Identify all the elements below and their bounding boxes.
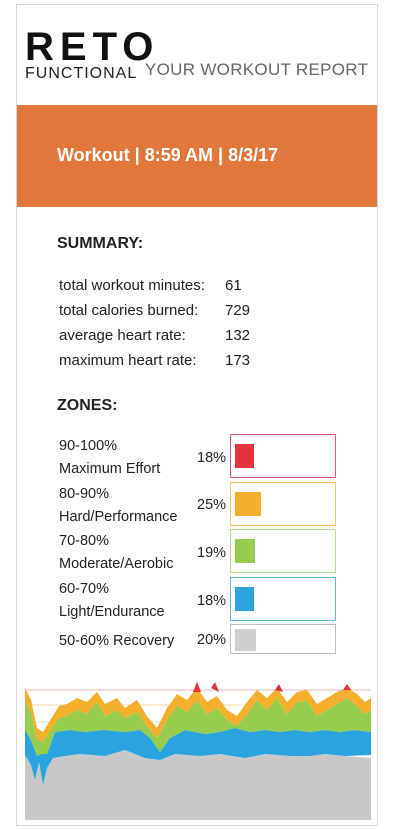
zone-bar-track — [230, 482, 336, 526]
stat-label: average heart rate: — [59, 327, 186, 344]
zone-name: Hard/Performance — [59, 509, 178, 525]
zone-range: 50-60% Recovery — [59, 633, 175, 649]
graph-layer-moderate — [25, 698, 371, 756]
zone-label-moderate-aerobic: 70-80% Moderate/Aerobic — [59, 530, 173, 576]
zone-bar-track — [230, 577, 336, 621]
zone-bar-track — [230, 529, 336, 573]
zone-bar-fill — [235, 492, 261, 516]
stat-label: total workout minutes: — [59, 277, 205, 294]
zone-bar-track — [230, 624, 336, 654]
zone-label-recovery: 50-60% Recovery — [59, 630, 174, 653]
stat-label: maximum heart rate: — [59, 352, 197, 369]
workout-banner: Workout | 8:59 AM | 8/3/17 — [17, 105, 377, 207]
stat-value: 61 — [225, 277, 242, 294]
zone-range: 90-100% — [59, 438, 118, 454]
zone-range: 60-70% — [59, 581, 109, 597]
stat-row-max-hr: maximum heart rate: 173 — [59, 352, 250, 369]
zone-bar-fill — [235, 444, 254, 468]
zone-percent: 19% — [197, 545, 227, 561]
stat-label: total calories burned: — [59, 302, 199, 319]
workout-report-card: RETO FUNCTIONAL YOUR WORKOUT REPORT Work… — [16, 4, 378, 826]
zone-bar-fill — [235, 587, 254, 611]
zone-range: 70-80% — [59, 533, 109, 549]
stat-row-minutes: total workout minutes: 61 — [59, 277, 242, 294]
zone-name: Light/Endurance — [59, 604, 165, 620]
stat-row-calories: total calories burned: 729 — [59, 302, 250, 319]
logo-sub-text: FUNCTIONAL — [25, 65, 138, 82]
reto-functional-logo: RETO FUNCTIONAL — [25, 27, 159, 83]
zone-label-hard-performance: 80-90% Hard/Performance — [59, 483, 177, 529]
stat-value: 132 — [225, 327, 251, 344]
zone-bar-track — [230, 434, 336, 478]
graph-layer-hard — [25, 688, 371, 742]
stat-value: 173 — [225, 352, 251, 369]
workout-banner-text: Workout | 8:59 AM | 8/3/17 — [57, 145, 279, 165]
report-title: YOUR WORKOUT REPORT — [145, 60, 369, 79]
graph-layer-light — [25, 728, 371, 785]
stat-row-avg-hr: average heart rate: 132 — [59, 327, 250, 344]
zone-label-max-effort: 90-100% Maximum Effort — [59, 435, 160, 481]
zone-name: Moderate/Aerobic — [59, 556, 174, 572]
zone-range: 80-90% — [59, 486, 109, 502]
zone-percent: 20% — [197, 632, 227, 648]
zone-label-light-endurance: 60-70% Light/Endurance — [59, 578, 165, 624]
logo-main-text: RETO — [25, 25, 160, 69]
zone-percent: 25% — [197, 497, 227, 513]
zones-heading: ZONES: — [57, 397, 118, 414]
zone-name: Maximum Effort — [59, 461, 161, 477]
zone-bar-fill — [235, 539, 255, 563]
zone-percent: 18% — [197, 593, 227, 609]
summary-heading: SUMMARY: — [57, 235, 144, 252]
graph-layer-recovery — [25, 750, 371, 820]
stat-value: 729 — [225, 302, 251, 319]
heart-rate-zone-graph — [25, 670, 371, 820]
zone-bar-fill — [235, 629, 256, 651]
zone-percent: 18% — [197, 450, 227, 466]
